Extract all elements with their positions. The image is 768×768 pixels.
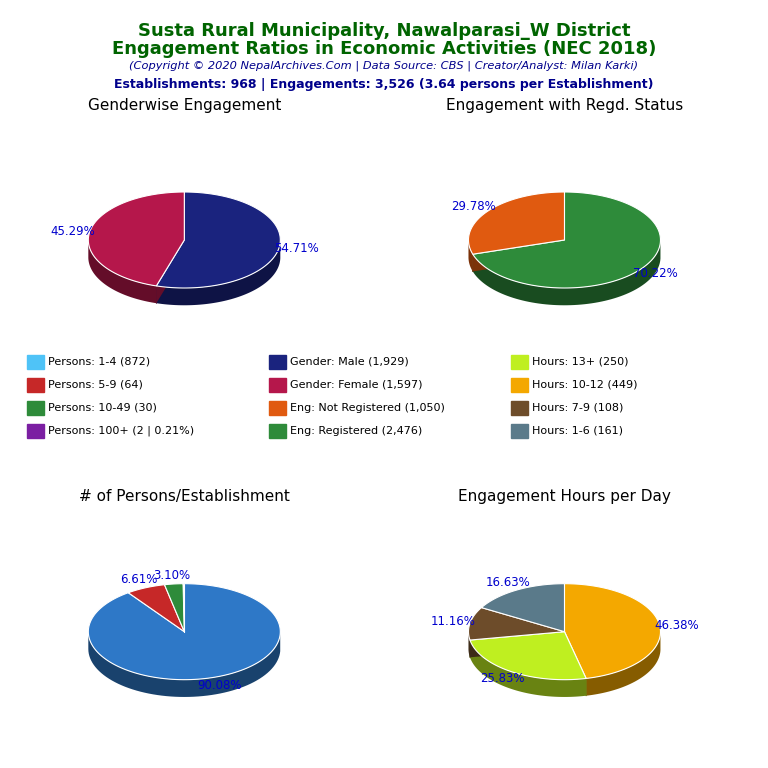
Text: Hours: 1-6 (161): Hours: 1-6 (161) [532, 425, 623, 436]
Polygon shape [482, 584, 564, 631]
Polygon shape [157, 240, 184, 303]
Polygon shape [586, 633, 660, 696]
Polygon shape [88, 240, 157, 303]
Text: Hours: 7-9 (108): Hours: 7-9 (108) [532, 402, 624, 413]
Title: # of Persons/Establishment: # of Persons/Establishment [79, 489, 290, 505]
Title: Genderwise Engagement: Genderwise Engagement [88, 98, 281, 113]
Polygon shape [88, 192, 184, 286]
Text: Hours: 13+ (250): Hours: 13+ (250) [532, 356, 629, 367]
Title: Engagement with Regd. Status: Engagement with Regd. Status [446, 98, 683, 113]
Polygon shape [468, 240, 473, 271]
Text: Persons: 1-4 (872): Persons: 1-4 (872) [48, 356, 151, 367]
Polygon shape [157, 241, 280, 305]
Text: Persons: 5-9 (64): Persons: 5-9 (64) [48, 379, 144, 390]
Title: Engagement Hours per Day: Engagement Hours per Day [458, 489, 671, 505]
Polygon shape [157, 240, 184, 303]
Text: 54.71%: 54.71% [274, 242, 319, 255]
Polygon shape [564, 584, 660, 678]
Text: 25.83%: 25.83% [480, 673, 525, 685]
Text: 3.10%: 3.10% [154, 569, 190, 582]
Polygon shape [470, 640, 586, 697]
Polygon shape [128, 584, 184, 631]
Text: 11.16%: 11.16% [431, 615, 475, 628]
Text: 6.61%: 6.61% [120, 574, 157, 586]
Polygon shape [473, 240, 564, 271]
Text: Susta Rural Municipality, Nawalparasi_W District: Susta Rural Municipality, Nawalparasi_W … [137, 22, 631, 39]
Polygon shape [473, 192, 660, 288]
Text: Engagement Ratios in Economic Activities (NEC 2018): Engagement Ratios in Economic Activities… [112, 40, 656, 58]
Text: 45.29%: 45.29% [50, 225, 94, 238]
Text: Gender: Female (1,597): Gender: Female (1,597) [290, 379, 423, 390]
Polygon shape [164, 584, 184, 631]
Polygon shape [468, 632, 470, 657]
Text: 46.38%: 46.38% [654, 619, 700, 632]
Polygon shape [88, 584, 280, 680]
Polygon shape [473, 240, 564, 271]
Text: 16.63%: 16.63% [485, 576, 531, 589]
Polygon shape [564, 631, 586, 696]
Polygon shape [157, 192, 280, 288]
Polygon shape [564, 631, 586, 696]
Polygon shape [470, 631, 586, 680]
Polygon shape [468, 607, 564, 640]
Text: 70.22%: 70.22% [634, 267, 678, 280]
Text: 29.78%: 29.78% [451, 200, 495, 213]
Polygon shape [473, 241, 660, 305]
Text: Eng: Registered (2,476): Eng: Registered (2,476) [290, 425, 422, 436]
Text: Persons: 10-49 (30): Persons: 10-49 (30) [48, 402, 157, 413]
Polygon shape [183, 584, 184, 631]
Text: 90.08%: 90.08% [197, 679, 241, 692]
Text: Persons: 100+ (2 | 0.21%): Persons: 100+ (2 | 0.21%) [48, 425, 194, 436]
Polygon shape [470, 631, 564, 657]
Text: Establishments: 968 | Engagements: 3,526 (3.64 persons per Establishment): Establishments: 968 | Engagements: 3,526… [114, 78, 654, 91]
Polygon shape [88, 632, 280, 697]
Text: Gender: Male (1,929): Gender: Male (1,929) [290, 356, 409, 367]
Polygon shape [470, 631, 564, 657]
Text: Hours: 10-12 (449): Hours: 10-12 (449) [532, 379, 637, 390]
Text: Eng: Not Registered (1,050): Eng: Not Registered (1,050) [290, 402, 445, 413]
Text: (Copyright © 2020 NepalArchives.Com | Data Source: CBS | Creator/Analyst: Milan : (Copyright © 2020 NepalArchives.Com | Da… [130, 61, 638, 71]
Polygon shape [468, 192, 564, 254]
